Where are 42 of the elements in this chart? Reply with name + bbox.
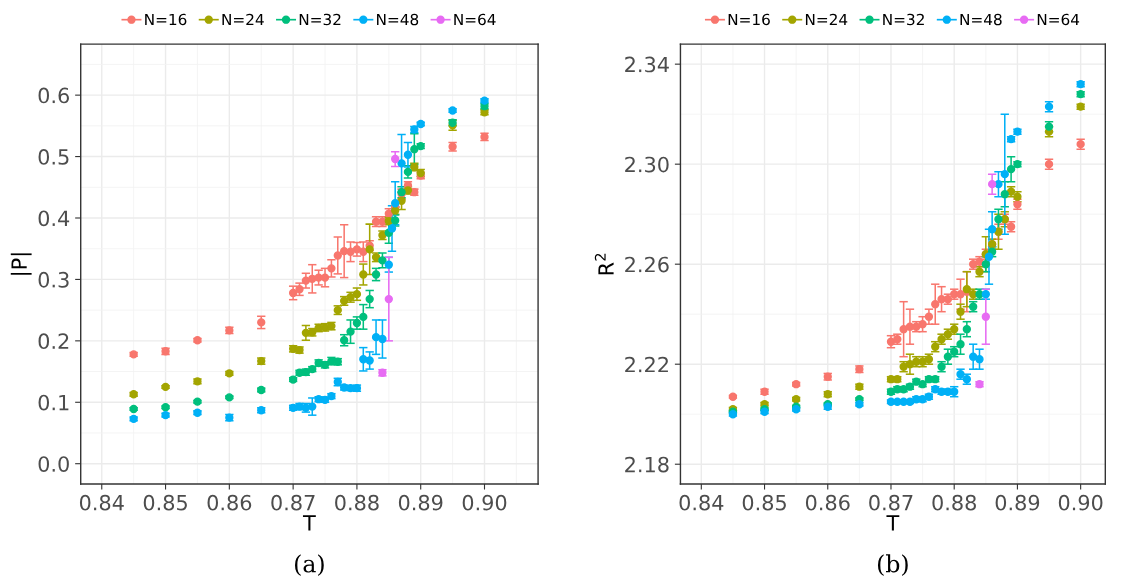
y-axis-title: |P|: [10, 253, 32, 275]
legend-label: N=32: [299, 13, 341, 26]
legend-label: N=48: [377, 13, 419, 26]
legend-label: N=32: [883, 13, 924, 26]
y-tick-label: 0.4: [38, 210, 70, 227]
x-tick-label: 0.90: [462, 494, 507, 511]
y-tick-label: 0.0: [38, 456, 69, 472]
x-tick-label: 0.85: [742, 494, 786, 511]
x-axis-title: T: [302, 515, 316, 531]
legend-label: N=64: [454, 13, 496, 26]
x-tick-label: 0.86: [805, 494, 850, 511]
legend-label: N=64: [1037, 13, 1080, 26]
x-tick-label: 0.88: [932, 494, 976, 511]
x-tick-label: 0.84: [79, 494, 124, 511]
x-tick-label: 0.85: [143, 494, 187, 511]
x-tick-label: 0.87: [271, 494, 315, 511]
text: (a): [295, 554, 324, 576]
y-tick-label: 0.5: [38, 149, 69, 165]
y-tick-label: 2.30: [625, 156, 669, 173]
text: (b): [877, 554, 908, 576]
x-tick-label: 0.89: [995, 494, 1040, 511]
legend-label: N=16: [728, 13, 770, 26]
x-tick-label: 0.88: [335, 494, 379, 511]
legend-label: N=24: [805, 13, 848, 26]
legend-label: N=48: [960, 13, 1002, 26]
y-tick-label: 2.18: [625, 456, 669, 473]
x-tick-label: 0.89: [398, 494, 443, 511]
y-tick-label: 2.26: [625, 256, 669, 273]
legend-label: N=16: [145, 13, 187, 26]
y-tick-label: 2.34: [625, 56, 669, 73]
x-tick-label: 0.84: [679, 494, 724, 511]
y-tick-label: 0.2: [38, 333, 69, 350]
y-tick-label: 0.3: [38, 271, 69, 288]
x-axis-title: T: [886, 515, 900, 531]
y-tick-label: 0.6: [38, 87, 69, 104]
x-tick-label: 0.87: [869, 494, 913, 511]
x-tick-label: 0.86: [207, 494, 252, 511]
y-axis-title: R$^{2}$: [594, 253, 614, 275]
y-tick-label: 2.22: [625, 356, 668, 373]
y-tick-label: 0.1: [38, 394, 69, 411]
x-tick-label: 0.90: [1058, 494, 1103, 511]
legend-label: N=24: [222, 13, 264, 26]
